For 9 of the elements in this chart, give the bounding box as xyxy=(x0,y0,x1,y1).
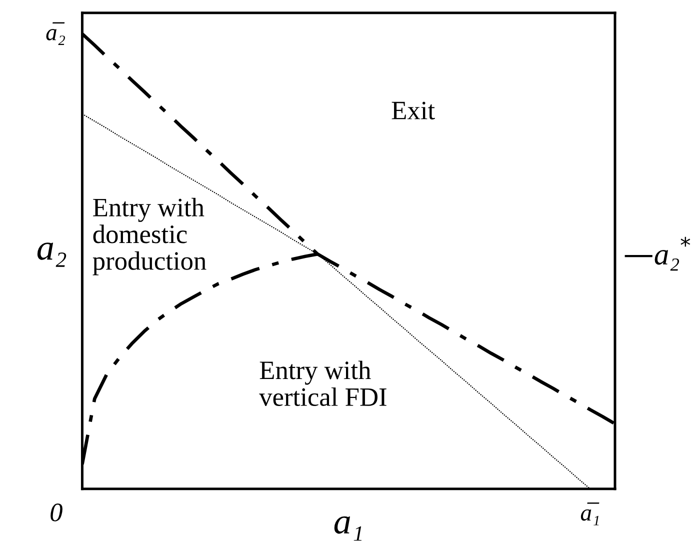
text: 0 xyxy=(50,504,62,522)
annotation: Exit xyxy=(392,102,435,120)
annotation: Entry with vertical FDI xyxy=(259,360,386,406)
x-axis-title: a₁ xyxy=(334,516,362,541)
y-axis-title: a₂ xyxy=(37,242,66,267)
annotation: Entry with domestic production xyxy=(92,198,206,276)
text: a̅₁ xyxy=(580,502,600,526)
text: —a₂$^{*}$ xyxy=(624,236,690,271)
text: a̅₂ xyxy=(46,22,65,45)
